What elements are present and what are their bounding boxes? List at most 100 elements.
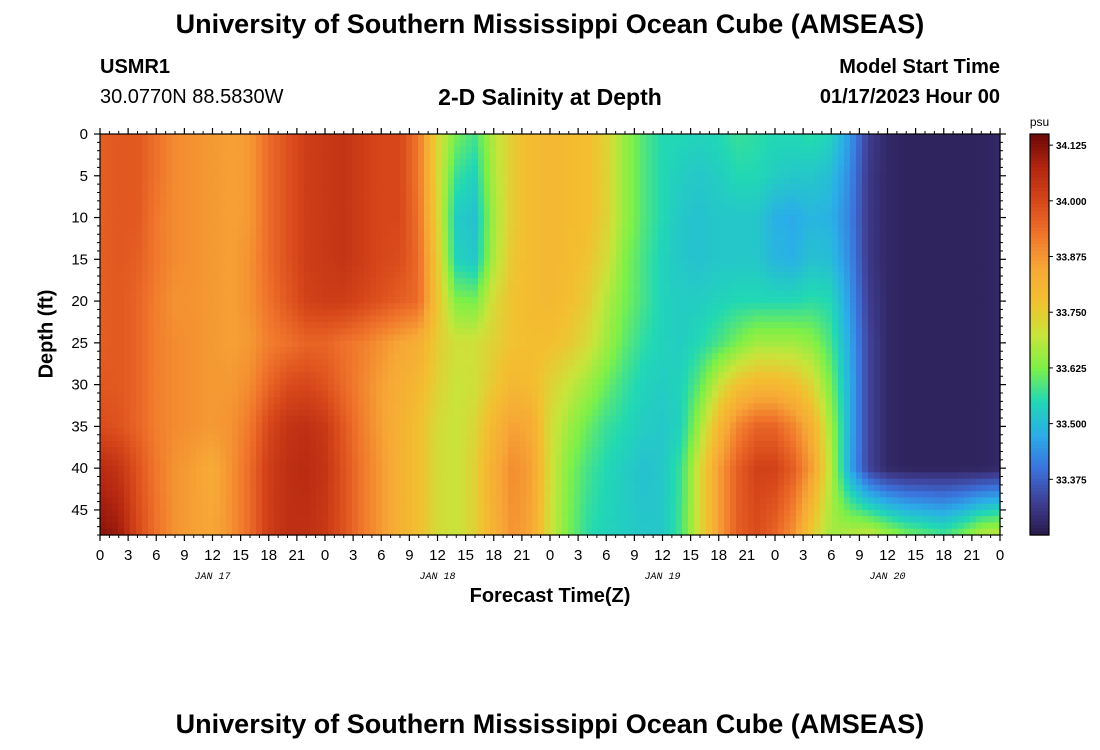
heatmap-cell	[886, 221, 893, 229]
heatmap-cell	[526, 284, 533, 292]
heatmap-cell	[442, 284, 449, 292]
heatmap-cell	[556, 253, 563, 260]
heatmap-cell	[220, 209, 227, 217]
heatmap-cell	[934, 234, 941, 242]
heatmap-cell	[784, 284, 791, 292]
heatmap-cell	[646, 246, 653, 254]
heatmap-cell	[922, 159, 929, 166]
heatmap-cell	[934, 240, 941, 248]
heatmap-cell	[652, 140, 659, 148]
heatmap-cell	[898, 190, 905, 198]
heatmap-cell	[298, 159, 305, 166]
heatmap-cell	[850, 328, 857, 336]
heatmap-cell	[466, 271, 473, 279]
heatmap-cell	[622, 221, 629, 229]
heatmap-cell	[268, 328, 275, 336]
heatmap-cell	[628, 190, 635, 198]
heatmap-cell	[496, 227, 503, 235]
heatmap-cell	[682, 296, 689, 304]
heatmap-cell	[706, 246, 713, 254]
heatmap-cell	[322, 146, 329, 154]
heatmap-cell	[292, 315, 299, 323]
heatmap-cell	[232, 240, 239, 248]
heatmap-cell	[112, 227, 119, 235]
heatmap-cell	[634, 177, 641, 185]
heatmap-cell	[568, 315, 575, 323]
heatmap-cell	[712, 177, 719, 185]
heatmap-cell	[172, 259, 179, 267]
heatmap-cell	[250, 215, 257, 223]
heatmap-cell	[646, 146, 653, 154]
heatmap-cell	[628, 196, 635, 204]
heatmap-cell	[730, 278, 737, 285]
heatmap-cell	[604, 259, 611, 267]
heatmap-cell	[184, 296, 191, 304]
heatmap-cell	[934, 140, 941, 148]
heatmap-cell	[256, 259, 263, 267]
heatmap-cell	[388, 184, 395, 191]
heatmap-cell	[436, 328, 443, 336]
heatmap-cell	[730, 146, 737, 154]
heatmap-cell	[904, 296, 911, 304]
heatmap-cell	[322, 328, 329, 336]
heatmap-cell	[700, 152, 707, 160]
heatmap-cell	[304, 215, 311, 223]
heatmap-cell	[538, 284, 545, 292]
heatmap-cell	[184, 271, 191, 279]
heatmap-cell	[220, 278, 227, 285]
heatmap-cell	[682, 234, 689, 242]
heatmap-cell	[820, 278, 827, 285]
heatmap-cell	[778, 296, 785, 304]
heatmap-cell	[202, 271, 209, 279]
heatmap-cell	[862, 271, 869, 279]
heatmap-cell	[838, 227, 845, 235]
heatmap-cell	[400, 240, 407, 248]
heatmap-cell	[364, 140, 371, 148]
heatmap-cell	[844, 152, 851, 160]
heatmap-cell	[154, 234, 161, 242]
heatmap-cell	[892, 221, 899, 229]
heatmap-cell	[580, 215, 587, 223]
heatmap-cell	[814, 296, 821, 304]
heatmap-cell	[670, 315, 677, 323]
heatmap-cell	[814, 321, 821, 329]
heatmap-cell	[112, 290, 119, 298]
heatmap-cell	[640, 278, 647, 285]
heatmap-cell	[784, 196, 791, 204]
heatmap-cell	[706, 171, 713, 179]
heatmap-cell	[724, 290, 731, 298]
heatmap-cell	[394, 190, 401, 198]
heatmap-cell	[106, 265, 113, 273]
heatmap-cell	[934, 284, 941, 292]
heatmap-cell	[646, 152, 653, 160]
heatmap-cell	[784, 290, 791, 298]
heatmap-cell	[466, 202, 473, 210]
heatmap-cell	[940, 240, 947, 248]
heatmap-cell	[304, 290, 311, 298]
heatmap-cell	[190, 246, 197, 254]
heatmap-cell	[280, 209, 287, 217]
heatmap-cell	[490, 271, 497, 279]
heatmap-cell	[898, 253, 905, 260]
heatmap-cell	[796, 309, 803, 317]
heatmap-cell	[910, 146, 917, 154]
heatmap-cell	[724, 334, 731, 342]
heatmap-cell	[544, 271, 551, 279]
heatmap-cell	[382, 202, 389, 210]
heatmap-cell	[334, 227, 341, 235]
heatmap-cell	[706, 177, 713, 185]
heatmap-cell	[250, 196, 257, 204]
heatmap-cell	[598, 278, 605, 285]
heatmap-cell	[676, 321, 683, 329]
heatmap-cell	[526, 303, 533, 311]
heatmap-cell	[730, 190, 737, 198]
heatmap-cell	[220, 140, 227, 148]
heatmap-cell	[370, 265, 377, 273]
heatmap-cell	[484, 246, 491, 254]
heatmap-cell	[406, 227, 413, 235]
heatmap-cell	[322, 240, 329, 248]
heatmap-cell	[964, 265, 971, 273]
heatmap-cell	[448, 209, 455, 217]
heatmap-cell	[376, 259, 383, 267]
heatmap-cell	[184, 221, 191, 229]
